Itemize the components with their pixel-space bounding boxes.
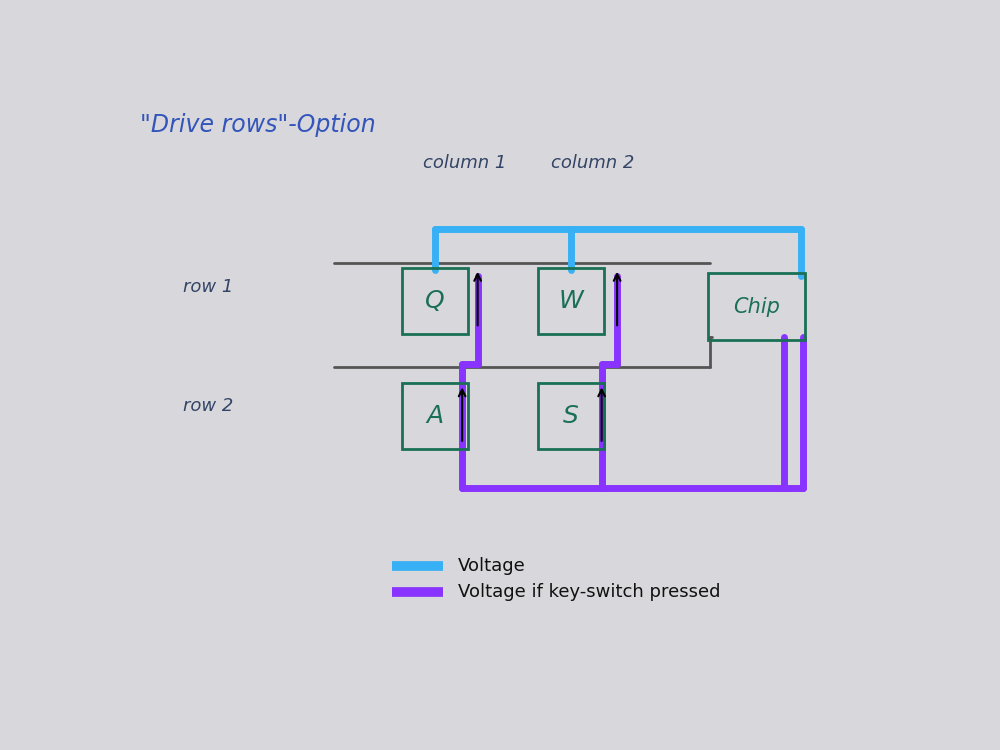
Text: column 1: column 1 bbox=[423, 154, 507, 172]
Text: Voltage: Voltage bbox=[458, 557, 526, 575]
Text: "Drive rows"-Option: "Drive rows"-Option bbox=[140, 113, 376, 137]
Text: row 2: row 2 bbox=[183, 397, 234, 415]
Text: row 1: row 1 bbox=[183, 278, 234, 296]
Text: W: W bbox=[558, 289, 583, 313]
Text: Voltage if key-switch pressed: Voltage if key-switch pressed bbox=[458, 584, 721, 602]
Text: Q: Q bbox=[425, 289, 445, 313]
Text: column 2: column 2 bbox=[551, 154, 635, 172]
Text: Chip: Chip bbox=[733, 296, 780, 316]
Text: S: S bbox=[563, 404, 579, 428]
Text: A: A bbox=[426, 404, 444, 428]
